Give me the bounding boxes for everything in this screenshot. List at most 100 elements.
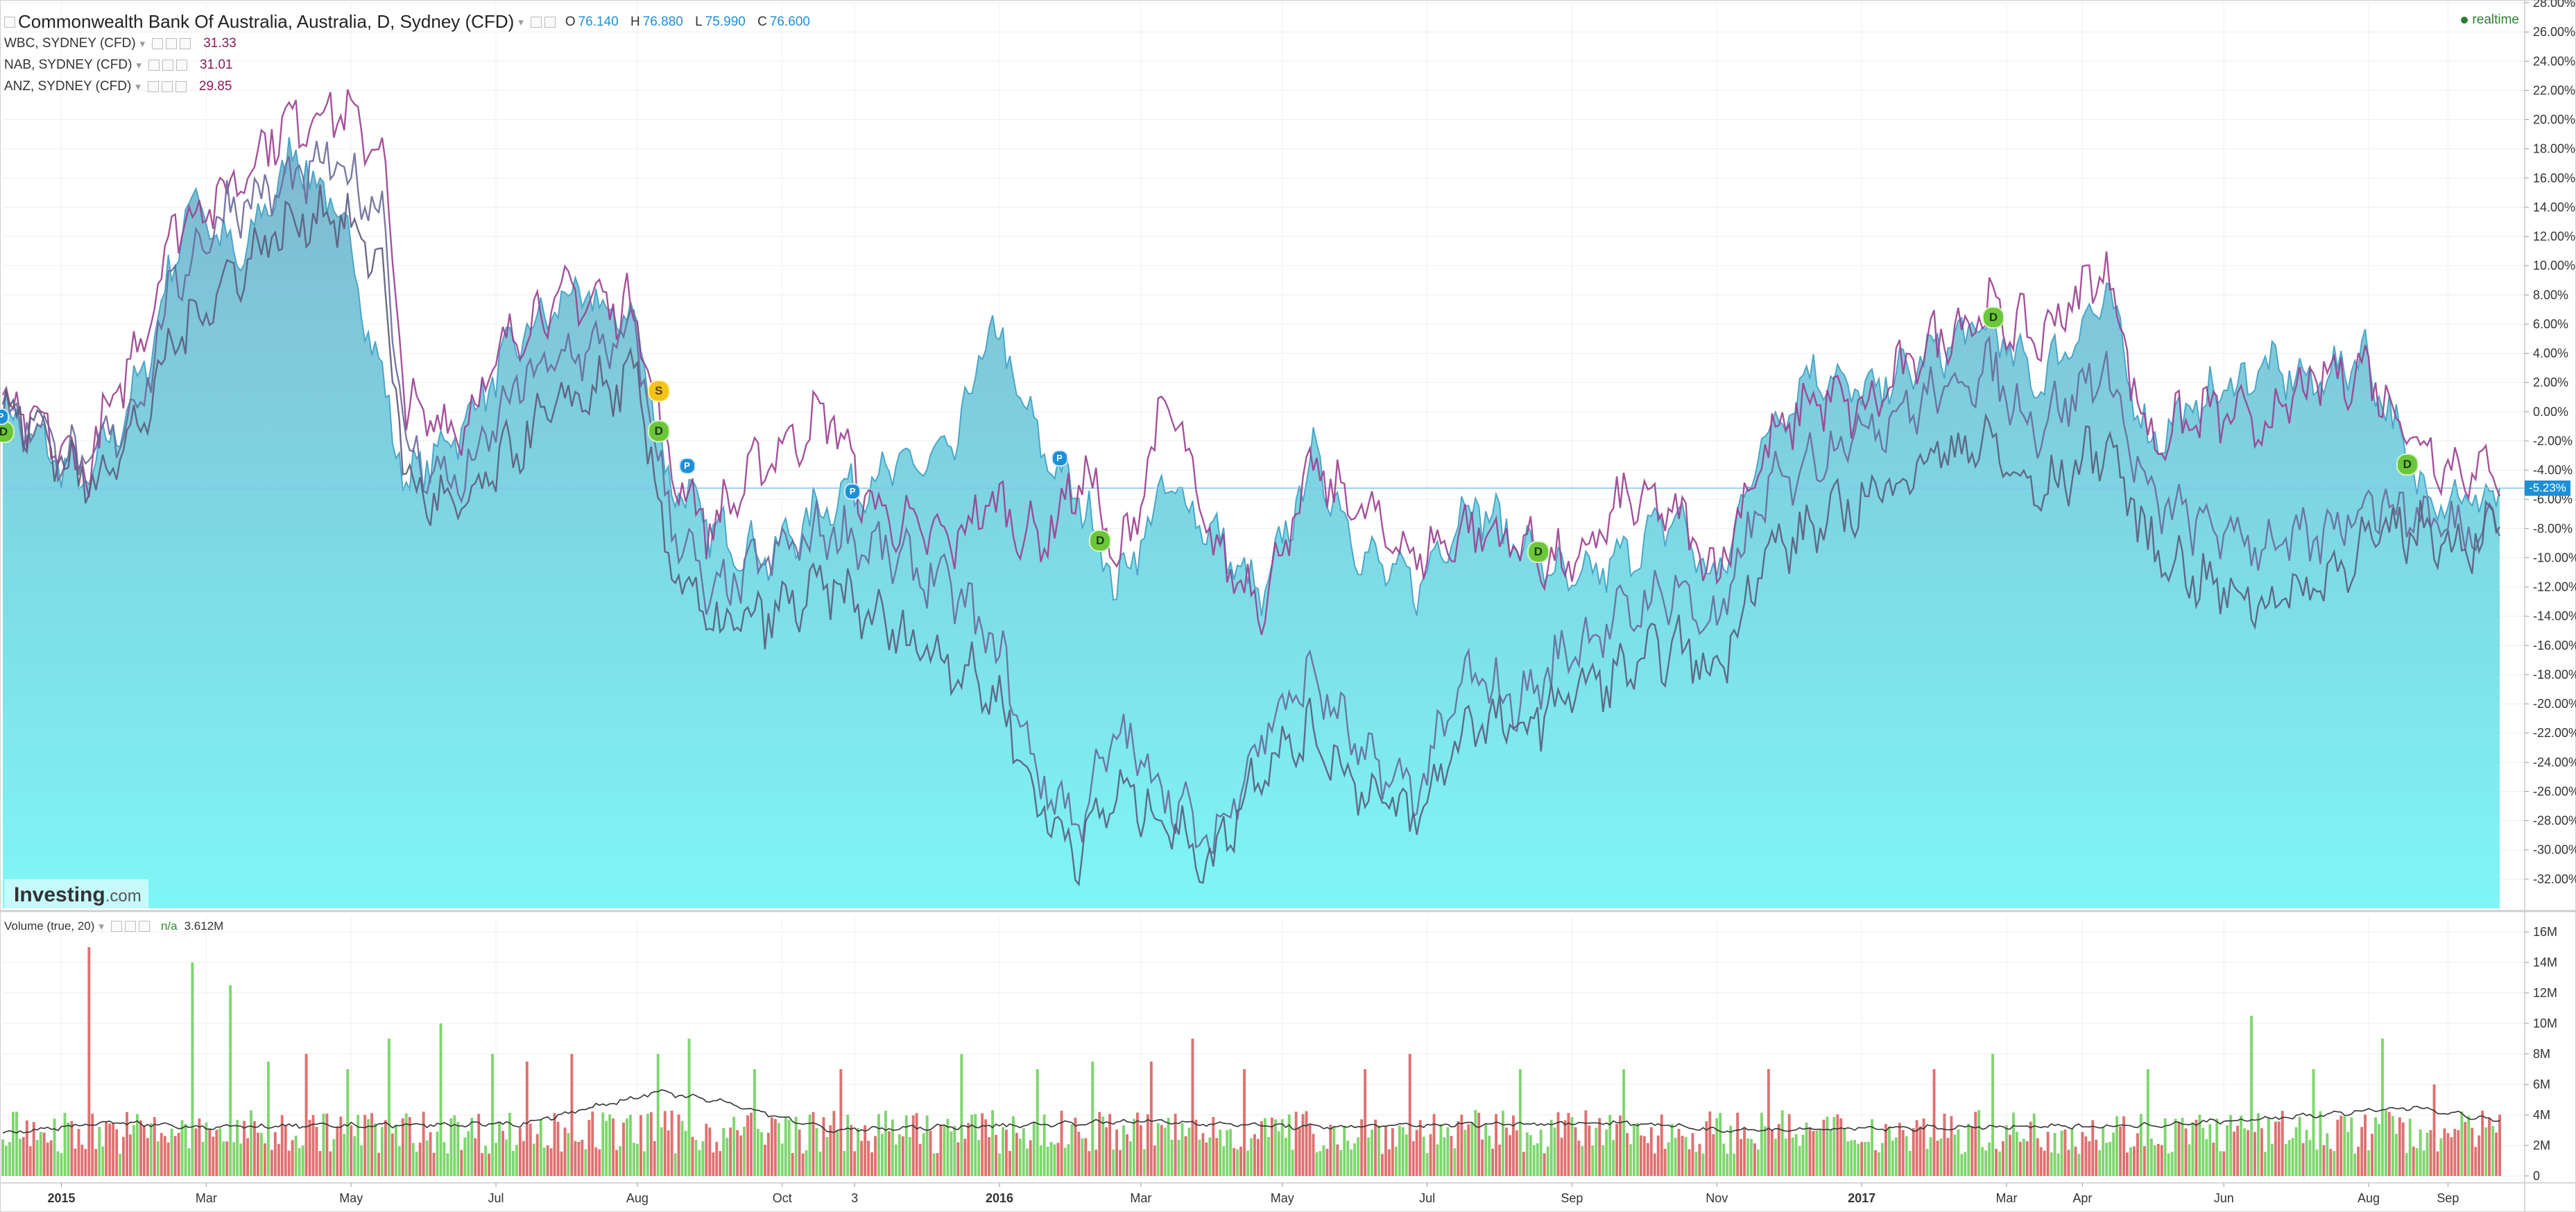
volume-bar — [953, 1125, 956, 1176]
compare-row-wbc[interactable]: WBC, SYDNEY (CFD) ▾ 31.33 — [4, 33, 818, 54]
collapse-square-icon[interactable] — [4, 16, 15, 28]
dividend-marker[interactable]: D — [1982, 306, 2005, 329]
close-square-icon[interactable] — [175, 59, 187, 71]
x-tick-label: May — [339, 1191, 363, 1205]
volume-bar — [1719, 1113, 1722, 1176]
compare-row-nab[interactable]: NAB, SYDNEY (CFD) ▾ 31.01 — [4, 54, 818, 76]
close-square-icon[interactable] — [180, 37, 191, 49]
main-symbol-title[interactable]: Commonwealth Bank Of Australia, Australi… — [18, 11, 515, 32]
volume-bar — [1005, 1129, 1008, 1176]
chevron-down-icon[interactable]: ▾ — [136, 59, 141, 71]
chevron-down-icon[interactable]: ▾ — [139, 37, 146, 50]
dividend-marker[interactable]: D — [647, 419, 670, 442]
volume-bar — [1584, 1110, 1588, 1176]
volume-bar — [1018, 1139, 1022, 1176]
chevron-down-icon[interactable]: ▾ — [135, 80, 141, 93]
volume-bar — [2250, 1016, 2253, 1176]
volume-bar — [1201, 1133, 1205, 1176]
y-tick-label: 6.00% — [2533, 317, 2568, 331]
volume-bar — [129, 1134, 132, 1176]
volume-bar — [839, 1069, 843, 1176]
volume-y-axis[interactable]: 16M 14M 12M 10M 8M 6M 4M 2M 0 — [2525, 925, 2557, 1183]
volume-bar — [2298, 1116, 2301, 1176]
y-tick-label: -16.00% — [2533, 639, 2576, 652]
settings-square-icon[interactable] — [124, 921, 136, 932]
volume-bar — [639, 1115, 642, 1176]
settings-square-icon[interactable] — [162, 59, 173, 71]
volume-bar — [360, 1145, 363, 1176]
settings-square-icon[interactable] — [530, 16, 542, 28]
x-tick-label: Mar — [1130, 1191, 1151, 1205]
volume-bar — [1888, 1126, 1891, 1176]
y-tick-label: 0.00% — [2533, 405, 2568, 419]
volume-bar — [2226, 1125, 2229, 1176]
volume-bar — [415, 1152, 418, 1176]
volume-bar — [374, 1123, 377, 1176]
volume-bar — [1343, 1125, 1346, 1176]
y-tick-label: 12.00% — [2533, 230, 2575, 243]
x-tick-label: Sep — [1561, 1191, 1583, 1205]
time-x-axis[interactable]: 2015 Mar May Jul Aug Oct 3 2016 Mar May Jul Sep Nov 2… — [48, 1183, 2459, 1205]
compare-label[interactable]: ANZ, SYDNEY (CFD) — [4, 78, 132, 94]
volume-bar — [1156, 1123, 1160, 1176]
volume-bar — [608, 1114, 612, 1176]
volume-bar — [1322, 1145, 1325, 1176]
volume-legend[interactable]: Volume (true, 20) ▾ n/a 3.612M — [4, 919, 223, 933]
volume-bar — [2360, 1127, 2364, 1176]
volume-bar — [2115, 1116, 2118, 1176]
y-tick-label: 2.00% — [2533, 376, 2568, 390]
eye-square-icon[interactable] — [147, 80, 159, 92]
chevron-down-icon[interactable]: ▾ — [518, 16, 524, 28]
dividend-marker[interactable]: D — [1089, 529, 1112, 552]
close-square-icon[interactable] — [138, 921, 150, 932]
eye-square-icon[interactable] — [544, 16, 556, 28]
earnings-marker[interactable]: P — [844, 483, 861, 501]
volume-bar — [1677, 1129, 1681, 1176]
volume-bar — [1836, 1114, 1839, 1176]
volume-bar — [460, 1150, 463, 1176]
realtime-indicator: realtime — [2461, 12, 2519, 28]
volume-bar — [2139, 1114, 2143, 1176]
chevron-down-icon[interactable]: ▾ — [98, 921, 104, 933]
settings-square-icon[interactable] — [166, 37, 178, 49]
eye-square-icon[interactable] — [152, 37, 164, 49]
volume-bar — [1925, 1148, 1929, 1176]
volume-bar — [2153, 1145, 2156, 1176]
volume-bar — [1746, 1138, 1749, 1176]
volume-bar — [1950, 1116, 1953, 1176]
volume-bar — [2333, 1151, 2336, 1176]
volume-bar — [2401, 1122, 2405, 1176]
earnings-marker[interactable]: P — [1051, 450, 1068, 467]
settings-square-icon[interactable] — [161, 80, 173, 92]
volume-bar — [615, 1150, 618, 1176]
volume-bar — [1867, 1141, 1870, 1176]
volume-bar — [1457, 1121, 1460, 1176]
eye-square-icon[interactable] — [110, 921, 122, 932]
volume-tick-label: 14M — [2533, 955, 2557, 969]
volume-bar — [1450, 1136, 1453, 1176]
volume-bar — [194, 1128, 198, 1176]
dividend-marker[interactable]: D — [1527, 540, 1549, 563]
volume-bar — [2091, 1120, 2095, 1176]
main-symbol-row[interactable]: Commonwealth Bank Of Australia, Australi… — [4, 11, 818, 33]
volume-bar — [670, 1110, 673, 1176]
volume-bar — [901, 1136, 904, 1176]
close-square-icon[interactable] — [175, 80, 187, 92]
compare-label[interactable]: NAB, SYDNEY (CFD) — [4, 57, 132, 72]
price-y-axis[interactable]: 28.00% 26.00% 24.00% 22.00% 20.00% 18.00% 16.0… — [2525, 0, 2576, 886]
earnings-marker[interactable]: P — [0, 408, 9, 426]
volume-bar — [1015, 1132, 1018, 1176]
earnings-marker[interactable]: P — [678, 457, 696, 474]
volume-bar — [2081, 1132, 2084, 1176]
volume-study-label[interactable]: Volume (true, 20) — [4, 919, 95, 933]
eye-square-icon[interactable] — [148, 59, 160, 71]
compare-row-anz[interactable]: ANZ, SYDNEY (CFD) ▾ 29.85 — [4, 76, 818, 97]
volume-bar — [660, 1127, 663, 1176]
split-marker[interactable]: S — [647, 379, 670, 402]
volume-bar — [1932, 1069, 1936, 1176]
compare-label[interactable]: WBC, SYDNEY (CFD) — [4, 35, 136, 51]
volume-bar — [1498, 1144, 1501, 1176]
volume-bar — [2322, 1145, 2326, 1176]
dividend-marker[interactable]: D — [2396, 453, 2419, 476]
